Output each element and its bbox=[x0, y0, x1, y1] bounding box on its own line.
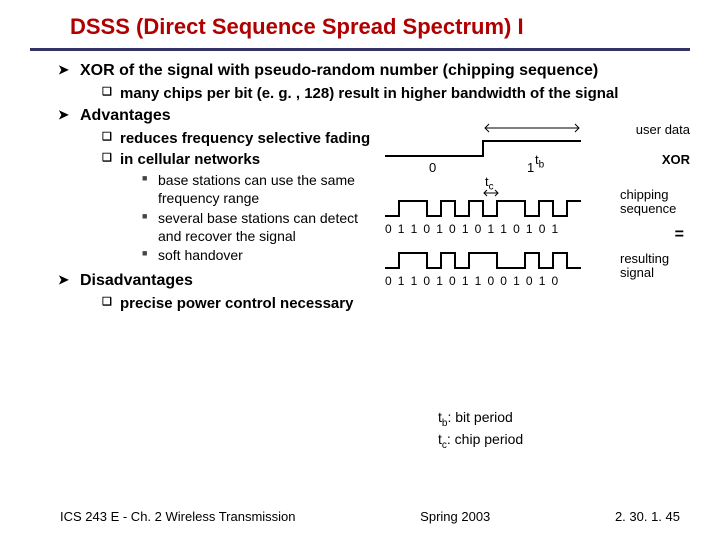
bit1-label: 1 bbox=[527, 160, 534, 175]
waveform-chipping bbox=[385, 196, 581, 222]
bullet-power-control: precise power control necessary bbox=[102, 295, 690, 314]
bullet-many-chips-text: many chips per bit (e. g. , 128) result … bbox=[120, 85, 618, 102]
footer: ICS 243 E - Ch. 2 Wireless Transmission … bbox=[0, 509, 720, 524]
footer-right: 2. 30. 1. 45 bbox=[615, 509, 680, 524]
footer-center: Spring 2003 bbox=[420, 509, 490, 524]
legend-tb-txt: : bit period bbox=[447, 409, 512, 425]
diagram-area: user data 0 1 XOR tc chipping sequence bbox=[385, 130, 690, 265]
bullet-fading: reduces frequency selective fading bbox=[102, 130, 385, 149]
legend-tb: tb: bit period bbox=[438, 408, 523, 430]
bullet-cellular: in cellular networks bbox=[102, 151, 385, 170]
legend-tc: tc: chip period bbox=[438, 430, 523, 452]
legend: tb: bit period tc: chip period bbox=[438, 408, 523, 452]
chip-bits: 0 1 1 0 1 0 1 0 1 1 0 1 0 1 bbox=[385, 222, 560, 236]
label-chipping: chipping sequence bbox=[620, 188, 690, 217]
bit0-label: 0 bbox=[429, 160, 436, 175]
bullet-xor: XOR of the signal with pseudo-random num… bbox=[58, 61, 690, 81]
bullet-disadvantages: Disadvantages bbox=[58, 271, 690, 291]
legend-tc-txt: : chip period bbox=[447, 431, 523, 447]
waveform-resulting bbox=[385, 248, 581, 274]
bullet-advantages: Advantages bbox=[58, 106, 690, 126]
bullet-same-freq: base stations can use the same frequency… bbox=[142, 171, 385, 207]
bullet-many-chips: many chips per bit (e. g. , 128) result … bbox=[102, 85, 690, 104]
label-xor: XOR bbox=[662, 152, 690, 167]
tb-bracket bbox=[483, 122, 583, 134]
bullet-soft-handover: soft handover bbox=[142, 246, 385, 264]
footer-left: ICS 243 E - Ch. 2 Wireless Transmission bbox=[60, 509, 296, 524]
slide-title: DSSS (Direct Sequence Spread Spectrum) I bbox=[70, 14, 690, 40]
waveform-user-data bbox=[385, 136, 581, 162]
label-user-data: user data bbox=[636, 122, 690, 137]
title-rule bbox=[30, 48, 690, 51]
bullet-detect-recover: several base stations can detect and rec… bbox=[142, 209, 385, 245]
equals-sign: = bbox=[675, 226, 684, 244]
